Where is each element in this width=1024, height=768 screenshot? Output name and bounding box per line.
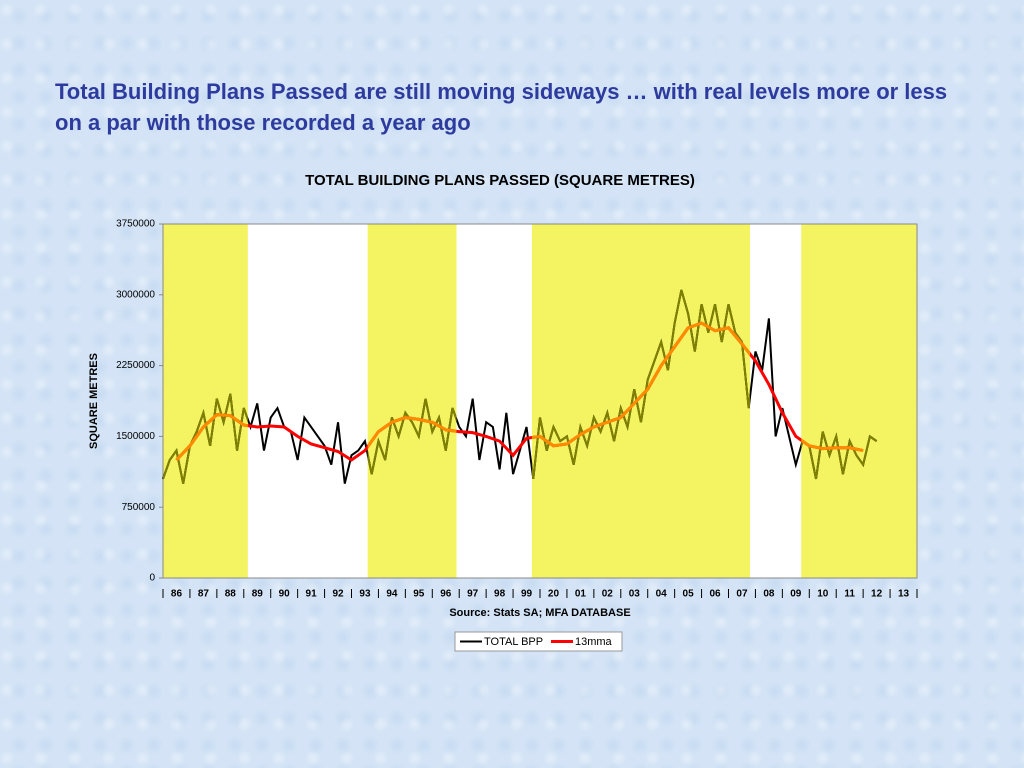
y-tick-label: 1500000	[116, 431, 155, 442]
x-tick-label: 96	[440, 589, 452, 600]
shaded-period	[531, 224, 751, 578]
x-tick-label: 87	[198, 589, 210, 600]
y-tick-label: 750000	[122, 502, 156, 513]
x-tick-label: 97	[467, 589, 479, 600]
x-tick-label: 98	[494, 589, 506, 600]
x-tick-label: 93	[359, 589, 371, 600]
x-tick-label: 08	[763, 589, 775, 600]
x-tick-label: 10	[817, 589, 829, 600]
y-tick-label: 3750000	[116, 219, 155, 230]
slide-heading: Total Building Plans Passed are still mo…	[55, 79, 948, 135]
x-tick-label: 07	[736, 589, 748, 600]
source: Source: Stats SA; MFA DATABASE	[449, 607, 630, 619]
series-line	[162, 289, 878, 484]
x-tick-label: 92	[332, 589, 344, 600]
y-tick-label: 3000000	[116, 289, 155, 300]
plot-border	[162, 223, 918, 579]
y-axis-label: SQUARE METRES	[88, 353, 100, 449]
x-tick-label: 06	[709, 589, 721, 600]
shaded-period	[801, 224, 917, 578]
x-tick-label: 05	[683, 589, 695, 600]
shaded-period	[163, 224, 248, 578]
legend-box	[454, 631, 623, 652]
chart-title: TOTAL BUILDING PLANS PASSED (SQUARE METR…	[305, 172, 695, 189]
y-tick-label: 0	[149, 573, 155, 584]
shaded-period	[367, 224, 457, 578]
x-tick-label: 09	[790, 589, 802, 600]
x-tick-label: 11	[844, 589, 855, 600]
y-tick-label: 2250000	[116, 360, 155, 371]
x-tick-label: 20	[548, 589, 560, 600]
x-tick-label: 02	[602, 589, 614, 600]
x-tick-label: 90	[279, 589, 291, 600]
x-tick-label: 95	[413, 589, 425, 600]
x-tick-label: 88	[225, 589, 237, 600]
x-tick-label: 89	[252, 589, 264, 600]
x-tick-label: 04	[656, 589, 668, 600]
x-tick-label: 86	[171, 589, 183, 600]
x-tick-label: 91	[306, 589, 318, 600]
legend-label: 13mma	[575, 636, 613, 648]
x-tick-label: 03	[629, 589, 641, 600]
x-tick-label: 01	[575, 589, 587, 600]
x-tick-label: 99	[521, 589, 533, 600]
x-tick-label: 13	[898, 589, 910, 600]
legend-label: TOTAL BPP	[484, 636, 543, 648]
x-tick-label: 94	[386, 589, 398, 600]
x-tick-label: 12	[871, 589, 883, 600]
